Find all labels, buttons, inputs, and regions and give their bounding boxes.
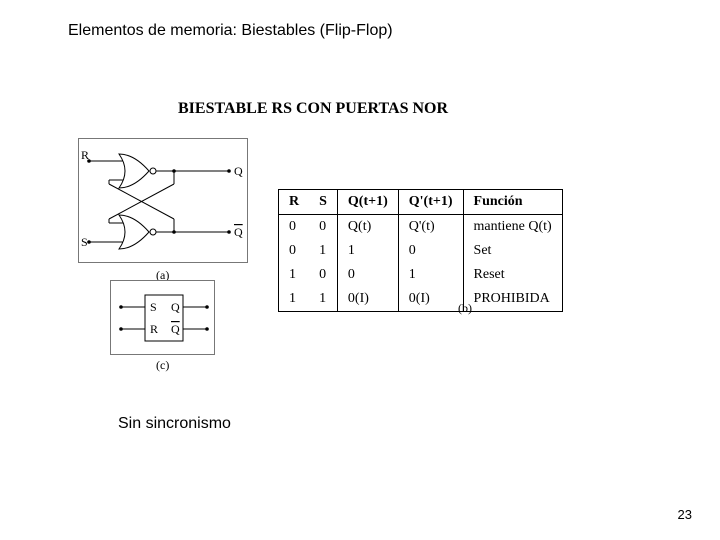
pin-r: R (150, 322, 158, 336)
label-s: S (81, 235, 88, 249)
truth-table: R S Q(t+1) Q'(t+1) Función 0 0 Q(t) Q'(t… (278, 189, 563, 312)
pin-s: S (150, 300, 157, 314)
table-header-row: R S Q(t+1) Q'(t+1) Función (279, 190, 563, 215)
caption-c: (c) (156, 358, 169, 373)
table-row: 0 1 1 0 Set (279, 239, 563, 263)
col-qnext: Q(t+1) (337, 190, 398, 215)
diagram-nor-latch: R S Q Q (78, 138, 248, 263)
table-row: 1 0 0 1 Reset (279, 263, 563, 287)
slide-title: Elementos de memoria: Biestables (Flip-F… (68, 22, 393, 40)
label-r: R (81, 148, 89, 162)
col-func: Función (463, 190, 562, 215)
table-row: 0 0 Q(t) Q'(t) mantiene Q(t) (279, 215, 563, 240)
col-qcomp: Q'(t+1) (398, 190, 463, 215)
pin-qbar: Q (171, 322, 180, 336)
diagram-block-symbol: S Q R Q (110, 280, 215, 355)
footer-note: Sin sincronismo (118, 415, 231, 433)
col-s: S (309, 190, 337, 215)
label-qbar: Q (234, 225, 243, 239)
section-title: BIESTABLE RS CON PUERTAS NOR (178, 100, 448, 118)
col-r: R (279, 190, 310, 215)
caption-b: (b) (458, 301, 472, 316)
page-number: 23 (678, 507, 692, 522)
label-q: Q (234, 164, 243, 178)
table-row: 1 1 0(I) 0(I) PROHIBIDA (279, 287, 563, 312)
pin-q: Q (171, 300, 180, 314)
